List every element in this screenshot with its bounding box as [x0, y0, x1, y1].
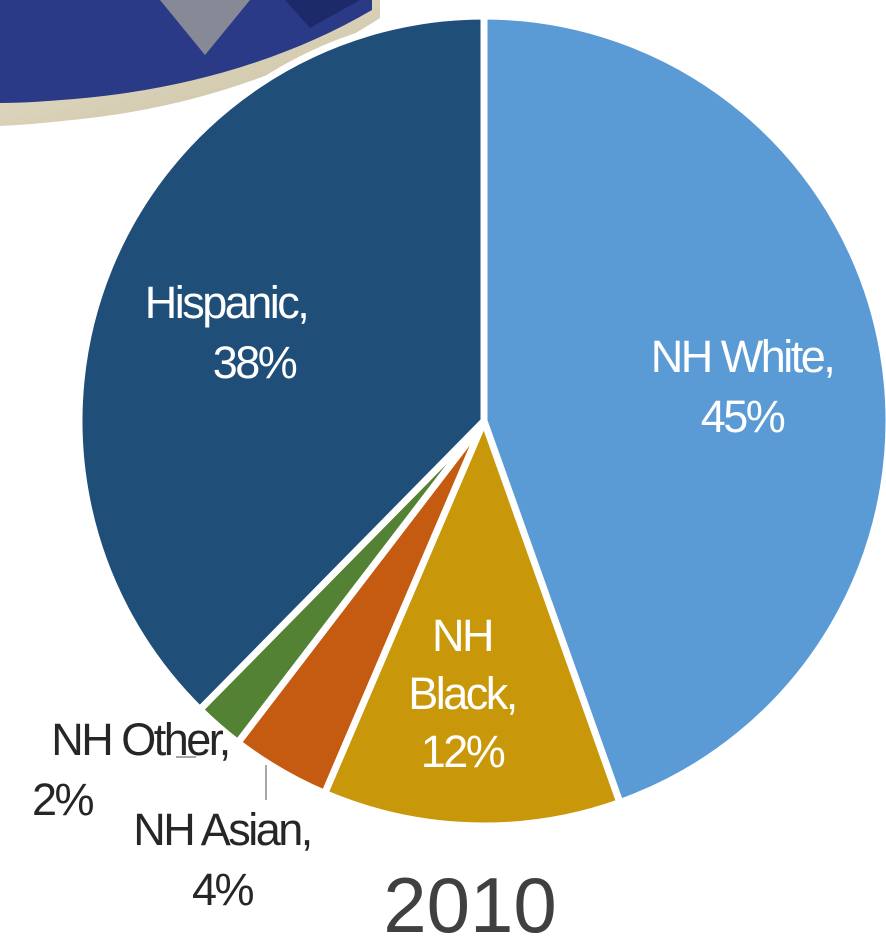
logo-fragment	[0, 0, 380, 126]
data-label-nh-black: NH Black, 12%	[408, 610, 516, 777]
chart-title: 2010	[383, 861, 557, 948]
data-label-nh-white: NH White, 45%	[651, 331, 834, 442]
data-label-nh-other: NH Other, 2%	[32, 714, 229, 825]
data-label-nh-asian: NH Asian, 4%	[133, 804, 311, 915]
slice-labels: NH White, 45% NH Black, 12% NH Asian, 4%NH Oth…	[32, 277, 836, 915]
leader-lines	[176, 756, 267, 800]
pie-slice-hispanic	[75, 12, 488, 714]
pie-slice-nh-white	[480, 12, 886, 807]
pie-slices	[75, 12, 886, 830]
pie-slice-nh-black	[321, 417, 624, 830]
data-label-hispanic: Hispanic, 38%	[145, 277, 308, 388]
